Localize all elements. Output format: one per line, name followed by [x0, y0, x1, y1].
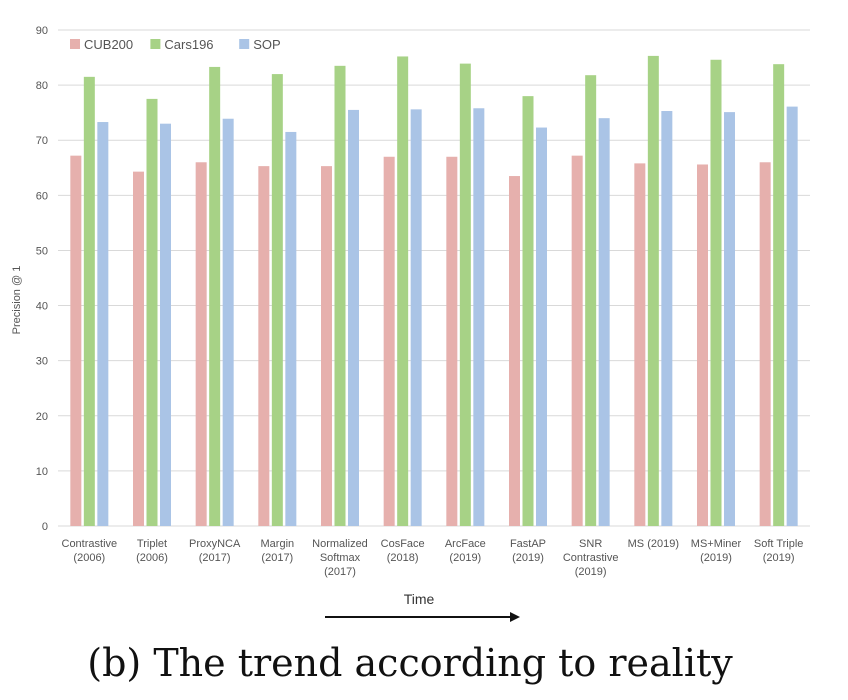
x-tick-label: (2017)	[199, 552, 231, 564]
x-tick-label: Triplet	[137, 538, 167, 550]
x-tick-label: Margin	[261, 538, 295, 550]
x-tick-label: Softmax	[320, 552, 361, 564]
x-tick-label: Soft Triple	[754, 538, 804, 550]
bar-sop-10	[724, 112, 735, 527]
y-tick-label: 50	[36, 245, 48, 257]
bar-cars196-10	[710, 59, 722, 526]
bar-sop-6	[473, 108, 485, 526]
bar-sop-11	[786, 106, 798, 527]
x-tick-label: (2006)	[73, 552, 105, 564]
y-tick-label: 70	[36, 135, 48, 147]
x-tick-label: FastAP	[510, 538, 546, 550]
x-tick-label: (2019)	[700, 552, 732, 564]
x-tick-label: SNR	[579, 538, 602, 550]
x-tick-label: CosFace	[381, 538, 425, 550]
bar-cub200-5	[383, 156, 395, 526]
bar-cub200-2	[195, 162, 207, 526]
bar-cars196-8	[585, 75, 597, 527]
x-tick-label: Normalized	[312, 538, 368, 550]
x-tick-label: (2006)	[136, 552, 168, 564]
bar-sop-1	[160, 123, 171, 526]
y-tick-label: 40	[36, 301, 48, 313]
bar-cars196-0	[83, 76, 95, 526]
bar-cub200-10	[697, 164, 708, 526]
bar-cub200-4	[321, 166, 332, 526]
bar-sop-2	[222, 118, 234, 527]
x-tick-label: (2019)	[512, 552, 544, 564]
x-tick-label: (2019)	[763, 552, 795, 564]
bar-cars196-2	[209, 66, 221, 527]
bar-cars196-6	[459, 63, 471, 527]
bar-cars196-3	[271, 74, 283, 526]
x-tick-label: Contrastive	[62, 538, 118, 550]
y-tick-label: 10	[36, 466, 48, 478]
legend-swatch-cub200	[70, 39, 80, 49]
bar-cub200-8	[571, 155, 583, 527]
x-tick-label: (2017)	[324, 566, 356, 578]
bar-cars196-5	[397, 56, 409, 526]
x-tick-label: (2017)	[261, 552, 293, 564]
x-tick-label: (2019)	[449, 552, 481, 564]
bar-cars196-4	[334, 65, 346, 527]
figure-caption: (b) The trend according to reality	[87, 641, 733, 685]
y-tick-label: 0	[42, 521, 48, 533]
legend-label-cars196: Cars196	[164, 37, 213, 52]
bar-cub200-6	[446, 156, 458, 526]
legend-label-cub200: CUB200	[84, 37, 133, 52]
bar-cars196-11	[773, 64, 785, 527]
y-tick-label: 80	[36, 80, 48, 92]
legend-swatch-sop	[239, 39, 250, 49]
bar-sop-4	[348, 109, 359, 527]
y-tick-label: 20	[36, 411, 48, 423]
bar-cub200-3	[258, 166, 270, 526]
x-tick-label: MS (2019)	[628, 538, 679, 550]
bar-sop-3	[285, 131, 297, 526]
bar-sop-8	[598, 118, 610, 526]
gridlines	[58, 29, 810, 527]
bar-cars196-1	[146, 98, 158, 526]
bar-sop-0	[97, 122, 109, 526]
y-tick-label: 60	[36, 190, 48, 202]
x-tick-label: ProxyNCA	[189, 538, 241, 550]
bar-cub200-11	[759, 162, 771, 526]
x-tick-label: (2018)	[387, 552, 419, 564]
bar-sop-7	[536, 127, 547, 527]
bars	[70, 55, 798, 527]
bar-cub200-0	[70, 155, 82, 527]
bar-sop-5	[410, 109, 422, 527]
bar-cars196-9	[647, 55, 659, 526]
x-tick-label: (2019)	[575, 566, 607, 578]
time-arrow	[325, 612, 520, 622]
bar-cars196-7	[522, 96, 534, 526]
legend-swatch-cars196	[150, 39, 161, 49]
legend: CUB200 Cars196 SOP	[70, 37, 281, 52]
legend-label-sop: SOP	[253, 37, 280, 52]
y-axis-title: Precision @ 1	[11, 266, 23, 335]
x-tick-label: MS+Miner	[691, 538, 742, 550]
y-axis-ticks: 0 10 20 30 40 50 60 70 80 90	[36, 25, 48, 533]
bar-cub200-7	[509, 176, 520, 527]
time-label: Time	[404, 591, 435, 607]
x-axis-labels: Contrastive (2006) Triplet (2006) ProxyNCA (2…	[62, 538, 804, 578]
y-tick-label: 90	[36, 25, 48, 37]
x-tick-label: Contrastive	[563, 552, 619, 564]
bar-cub200-1	[133, 171, 144, 526]
bar-sop-9	[661, 111, 673, 526]
bar-cub200-9	[634, 163, 646, 526]
y-tick-label: 30	[36, 356, 48, 368]
x-tick-label: ArcFace	[445, 538, 486, 550]
